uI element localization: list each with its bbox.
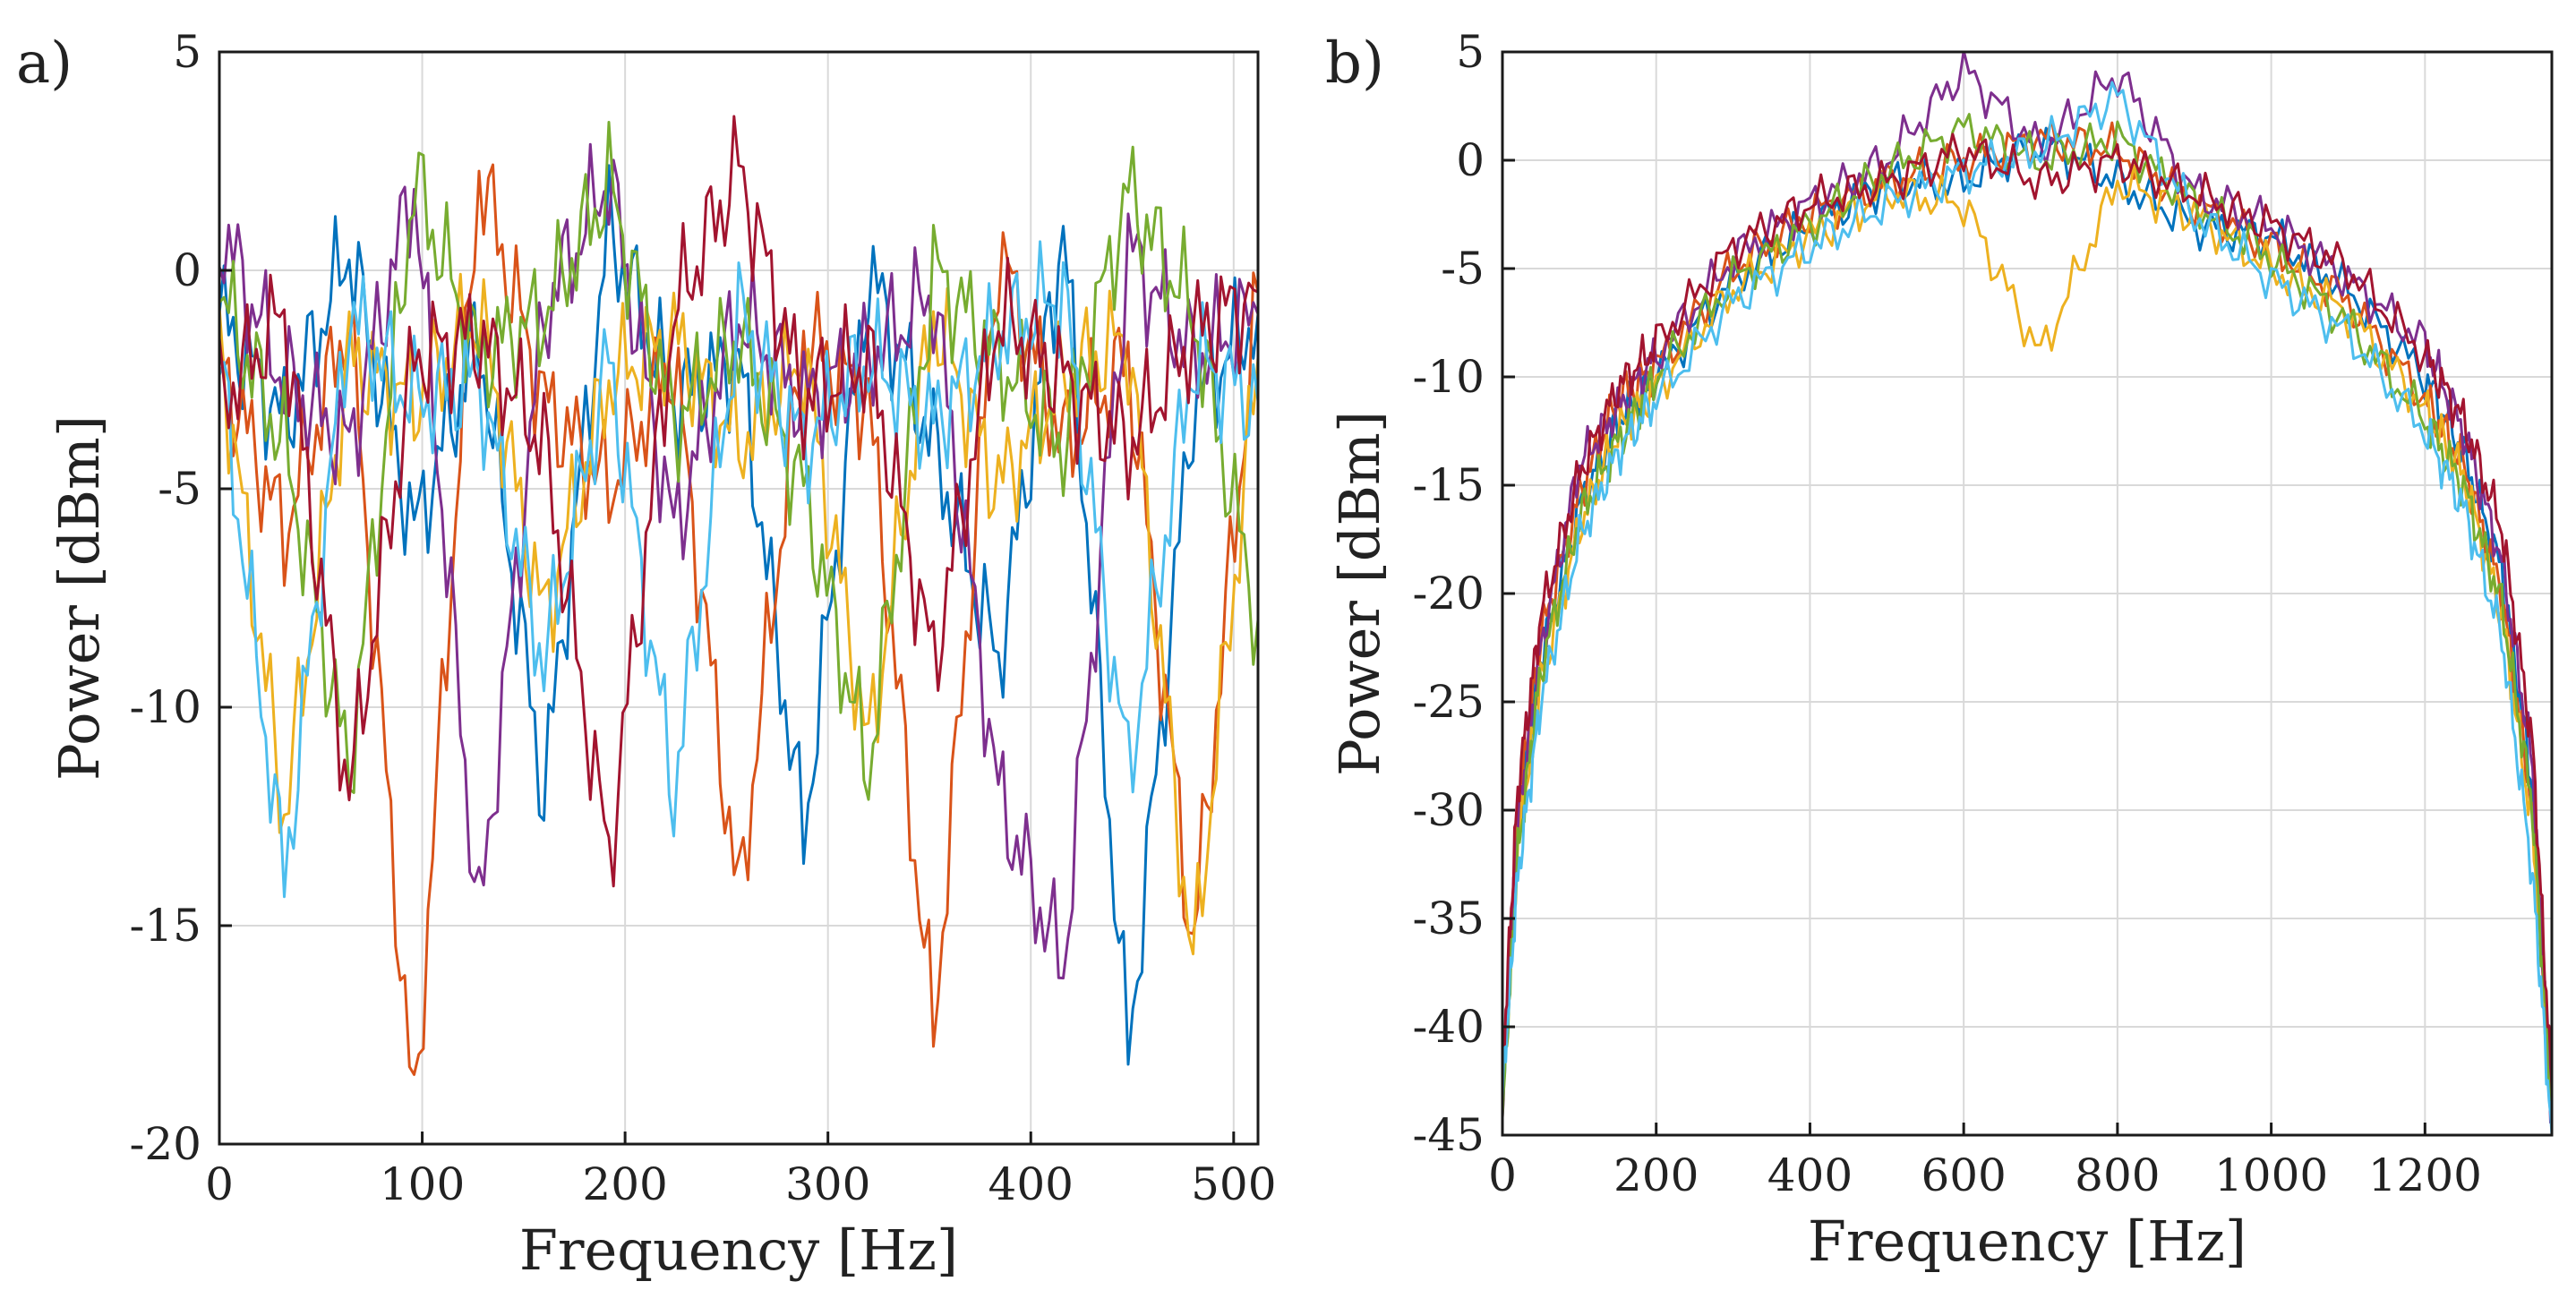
- series-line-s6: [1502, 81, 2552, 1135]
- y-tick-label: -5: [1441, 243, 1485, 295]
- panel-label: a): [16, 30, 73, 97]
- panel-label: b): [1325, 30, 1384, 97]
- y-tick-label: 5: [173, 26, 201, 78]
- y-axis-label: Power [dBm]: [47, 415, 112, 781]
- y-tick-label: -25: [1412, 676, 1485, 728]
- series-line-s6: [219, 240, 1258, 899]
- y-tick-label: -10: [129, 681, 201, 733]
- y-tick-label: -40: [1412, 1001, 1485, 1053]
- y-tick-label: 5: [1456, 26, 1485, 78]
- series-line-s7: [219, 115, 1258, 888]
- y-tick-label: -20: [129, 1118, 201, 1170]
- y-tick-label: 0: [173, 244, 201, 296]
- y-tick-label: -20: [1412, 568, 1485, 619]
- x-tick-label: 0: [205, 1158, 234, 1210]
- y-tick-label: -15: [129, 900, 201, 952]
- x-tick-label: 800: [2075, 1149, 2160, 1201]
- chart-panel-b: 0 200 400 600 800 1000 1200 5 0 -5 -10 -15 -20 -25 -30…: [1325, 26, 2554, 1274]
- series-line-s5: [1502, 113, 2552, 1118]
- x-tick-label: 200: [582, 1158, 667, 1210]
- x-axis-label: Frequency [Hz]: [519, 1217, 958, 1283]
- y-tick-label: -10: [1412, 351, 1485, 403]
- plot-frame: [218, 50, 1260, 1146]
- x-tick-label: 500: [1191, 1158, 1276, 1210]
- y-tick-label: -35: [1412, 893, 1485, 944]
- series-line-s7: [1502, 132, 2552, 1092]
- x-tick-label: 100: [380, 1158, 465, 1210]
- y-tick-label: -5: [158, 463, 201, 515]
- x-tick-label: 1200: [2368, 1149, 2482, 1201]
- series-line-s4: [219, 142, 1258, 980]
- x-tick-label: 200: [1613, 1149, 1699, 1201]
- y-axis-label: Power [dBm]: [1327, 411, 1392, 776]
- series-line-s2: [1502, 118, 2552, 1103]
- x-tick-label: 400: [1767, 1149, 1853, 1201]
- x-tick-label: 0: [1488, 1149, 1517, 1201]
- x-tick-label: 600: [1921, 1149, 2006, 1201]
- series-line-s3: [1502, 164, 2552, 1114]
- y-tick-label: 0: [1456, 134, 1485, 186]
- chart-panel-a: 0 100 200 300 400 500 5 0 -5 -10 -15 -20 Frequency […: [16, 26, 1277, 1283]
- x-tick-label: 300: [785, 1158, 870, 1210]
- x-tick-label: 1000: [2214, 1149, 2328, 1201]
- series-line-s3: [219, 272, 1258, 956]
- x-axis-label: Frequency [Hz]: [1808, 1209, 2247, 1274]
- series-group: [219, 115, 1258, 1076]
- series-line-s4: [1502, 52, 2552, 1125]
- y-tick-label: -30: [1412, 784, 1485, 836]
- series-group: [1502, 52, 2552, 1135]
- series-line-s2: [219, 163, 1258, 1076]
- series-line-s1: [1502, 126, 2552, 1114]
- x-tick-label: 400: [988, 1158, 1074, 1210]
- y-tick-label: -15: [1412, 459, 1485, 511]
- y-tick-label: -45: [1412, 1109, 1485, 1161]
